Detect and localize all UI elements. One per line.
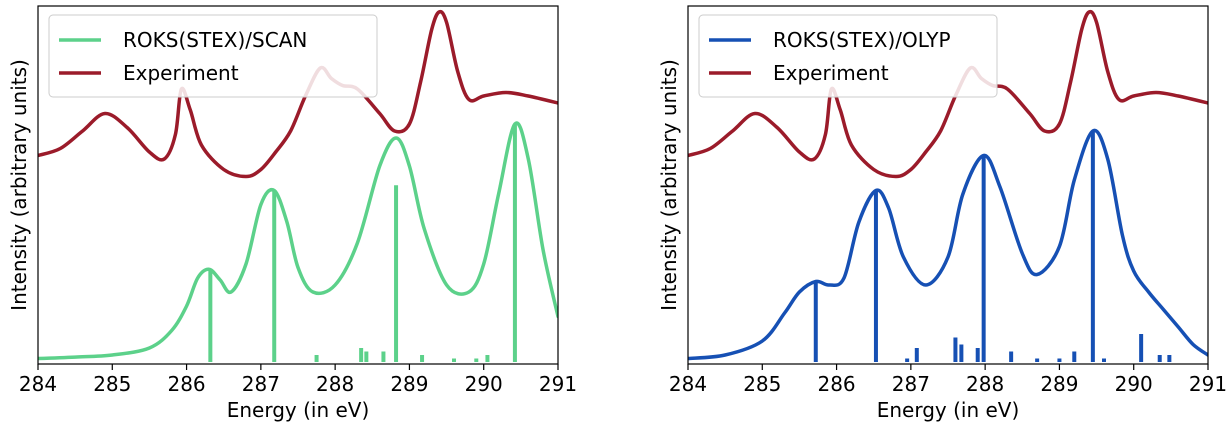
- x-tick-label: 291: [539, 372, 577, 396]
- x-tick-label: 287: [892, 372, 930, 396]
- x-tick-label: 288: [316, 372, 354, 396]
- stick-bar: [394, 185, 399, 362]
- stick-bar: [1072, 351, 1077, 362]
- legend-box: [698, 14, 998, 98]
- legend-box: [48, 14, 378, 98]
- stick-bar: [1102, 358, 1106, 362]
- series-line-roks-stex-olyp: [688, 128, 1208, 361]
- stick-bar: [1090, 131, 1095, 362]
- x-axis-label: Energy (in eV): [877, 398, 1020, 422]
- x-axis-label: Energy (in eV): [227, 398, 370, 422]
- stick-bar: [452, 358, 456, 362]
- stick-bar: [1035, 358, 1040, 362]
- stick-bar: [959, 344, 964, 362]
- axes-frame: [37, 5, 559, 365]
- x-tick-label: 286: [167, 372, 205, 396]
- x-tick-label: 287: [242, 372, 280, 396]
- stick-bar: [1009, 351, 1014, 362]
- stick-bar: [1139, 334, 1144, 362]
- x-tick-label: 284: [669, 372, 707, 396]
- stick-bar: [485, 355, 490, 362]
- stick-bar: [208, 269, 213, 362]
- chart-panel-2: 284 285 286 287 288 289 290 291 Energy (in eV) In…: [657, 5, 1227, 422]
- legend-entry: ROKS(STEX)/OLYP: [773, 28, 951, 52]
- stick-bar: [953, 337, 958, 362]
- x-tick-label: 289: [390, 372, 428, 396]
- stick-bar: [905, 358, 910, 362]
- y-axis-label: Intensity (arbitrary units): [657, 59, 681, 311]
- stick-bar: [420, 355, 425, 362]
- x-tick-label: 285: [93, 372, 131, 396]
- stick-bar: [813, 281, 818, 362]
- x-tick-label: 290: [465, 372, 503, 396]
- stick-bar: [1157, 355, 1162, 362]
- legend-entry: ROKS(STEX)/SCAN: [123, 28, 307, 52]
- x-tick-label: 286: [817, 372, 855, 396]
- axes-frame: [687, 5, 1209, 365]
- stick-bar: [914, 348, 919, 362]
- chart-panel-1: 284 285 286 287 288 289 290 291 Energy (in eV) In…: [7, 5, 577, 422]
- x-tick-label: 291: [1189, 372, 1227, 396]
- stick-bar: [981, 155, 986, 362]
- stick-bar: [1057, 358, 1062, 362]
- legend-entry: Experiment: [773, 61, 889, 85]
- legend-entry: Experiment: [123, 61, 239, 85]
- stick-bar: [512, 124, 517, 362]
- x-tick-label: 284: [19, 372, 57, 396]
- x-tick-label: 289: [1040, 372, 1078, 396]
- x-tick-label: 285: [743, 372, 781, 396]
- stick-bar: [272, 190, 277, 362]
- stick-bar: [381, 351, 386, 362]
- stick-bar: [314, 355, 319, 362]
- x-tick-label: 290: [1115, 372, 1153, 396]
- series-line-roks-stex-scan: [38, 121, 558, 361]
- stick-bar: [474, 358, 479, 362]
- stick-bar: [359, 348, 364, 362]
- y-axis-label: Intensity (arbitrary units): [7, 59, 31, 311]
- stick-bar: [975, 348, 980, 362]
- stick-bar: [364, 351, 369, 362]
- stick-bar: [1167, 355, 1172, 362]
- x-tick-label: 288: [966, 372, 1004, 396]
- stick-bar: [873, 190, 878, 362]
